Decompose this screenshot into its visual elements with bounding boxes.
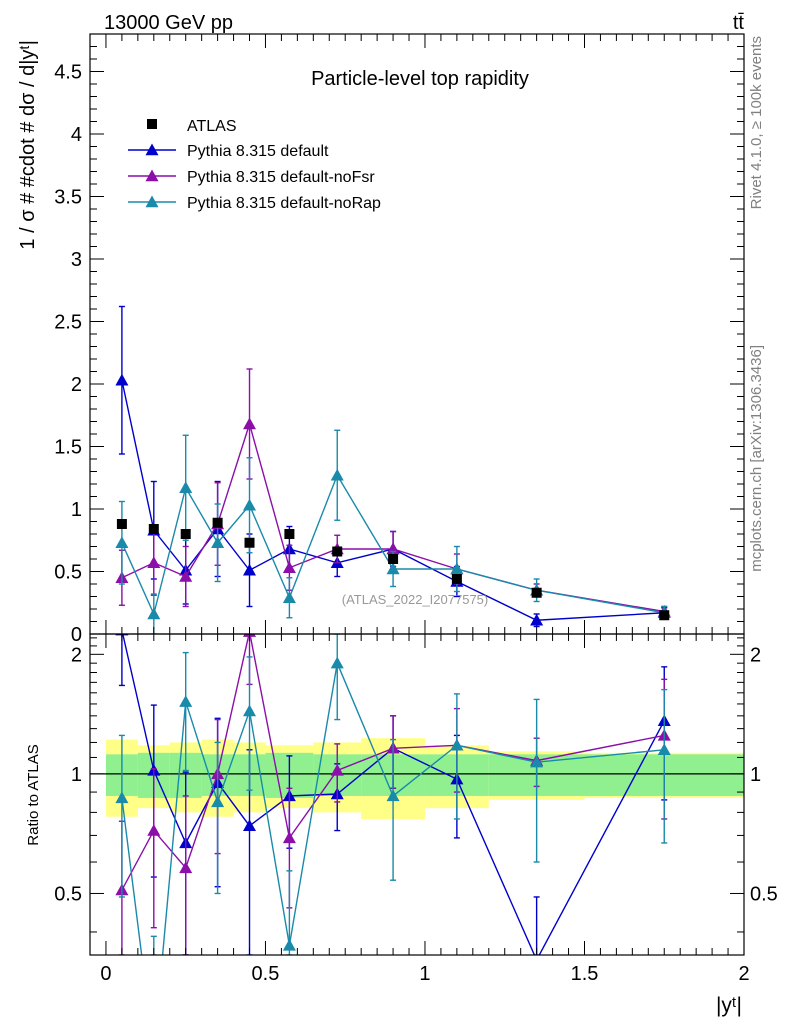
series-point-1-7 <box>386 542 400 555</box>
legend-marker-data <box>147 119 157 129</box>
ratio-point-2-4 <box>243 704 257 717</box>
ratio-point-2-3 <box>211 795 225 808</box>
xtick-label-3: 1.5 <box>571 963 599 985</box>
legend-marker-2 <box>145 195 159 208</box>
rivet-label: Rivet 4.1.0, ≥ 100k events <box>748 36 765 209</box>
ratio-ytick-label-left-2: 2 <box>71 644 82 666</box>
main-ytick-label-0: 0 <box>71 624 82 646</box>
xtick-label-0: 0 <box>100 963 111 985</box>
axis-ticks <box>90 33 745 955</box>
series-ratio-2 <box>115 634 671 955</box>
ratio-point-2-6 <box>330 656 344 669</box>
legend: ATLAS Pythia 8.315 default Pythia 8.315 de… <box>128 118 381 212</box>
series-point-2-6 <box>330 468 344 481</box>
main-ytick-label-4: 2 <box>71 374 82 396</box>
data-point-0 <box>116 519 127 529</box>
series-point-2-3 <box>211 536 225 548</box>
series-point-1-2 <box>179 570 193 582</box>
series-point-2-1 <box>147 607 161 620</box>
series-point-2-0 <box>115 536 129 548</box>
mcplots-label: mcplots.cern.ch [arXiv:1306.3436] <box>748 345 765 572</box>
series-point-2-7 <box>386 562 400 575</box>
data-point-3 <box>212 517 223 528</box>
data-point-7 <box>388 554 399 564</box>
series-point-2-4 <box>243 498 257 511</box>
xtick-label-2: 1 <box>419 963 430 985</box>
main-ytick-label-2: 1 <box>71 499 82 521</box>
data-point-2 <box>180 529 191 539</box>
ratio-point-2-8 <box>450 738 464 751</box>
legend-label-2: Pythia 8.315 default-noRap <box>187 195 381 212</box>
legend-label-0: Pythia 8.315 default <box>187 143 329 160</box>
ratio-ytick-label-left-1: 1 <box>71 764 82 786</box>
ratio-point-2-5 <box>282 938 296 951</box>
data-point-4 <box>244 537 255 548</box>
ratio-point-2-0 <box>115 791 129 804</box>
main-ytick-label-5: 2.5 <box>54 312 82 334</box>
data-point-6 <box>332 546 343 557</box>
data-point-9 <box>531 587 542 598</box>
data-point-8 <box>451 574 462 584</box>
ratio-ytick-label-right-1: 1 <box>750 764 761 786</box>
ratio-ytick-label-left-0: 0.5 <box>54 883 82 905</box>
series-point-2-5 <box>282 591 296 603</box>
legend-label-1: Pythia 8.315 default-noFsr <box>187 169 375 186</box>
main-ytick-label-6: 3 <box>71 249 82 271</box>
ratio-point-1-5 <box>282 831 296 844</box>
watermark: (ATLAS_2022_I2077575) <box>342 592 488 607</box>
xtick-label-4: 2 <box>738 963 749 985</box>
ratio-ytick-label-right-2: 2 <box>750 644 761 666</box>
ratio-point-2-9 <box>530 755 544 768</box>
ratio-point-2-10 <box>657 743 671 755</box>
ratio-frame <box>89 633 745 956</box>
ratio-point-0-4 <box>243 819 257 832</box>
axis-labels: 00.511.522.533.544.50.5 0.51 12 20 0.5 1 1.5 2 <box>54 62 778 986</box>
series-point-1-4 <box>243 417 257 430</box>
legend-marker-0 <box>145 143 159 156</box>
data-point-5 <box>284 529 295 539</box>
legend-label-data: ATLAS <box>187 118 237 135</box>
xtick-label-1: 0.5 <box>252 963 280 985</box>
ratio-point-1-6 <box>330 763 344 776</box>
data-point-10 <box>659 610 670 621</box>
process-label: tt̄ <box>733 12 745 34</box>
legend-marker-1 <box>145 169 159 182</box>
ratio-ylabel: Ratio to ATLAS <box>25 744 42 845</box>
main-ylabel: 1 / σ # #cdot # dσ / d|yᵗ| <box>17 40 39 250</box>
series-point-0-4 <box>243 563 257 576</box>
main-ytick-label-7: 3.5 <box>54 187 82 209</box>
series-point-0-0 <box>115 373 129 386</box>
ratio-point-2-2 <box>179 695 193 707</box>
chart-title: Particle-level top rapidity <box>311 68 529 90</box>
series-point-2-2 <box>179 481 193 493</box>
energy-label: 13000 GeV pp <box>104 12 233 34</box>
main-ytick-label-9: 4.5 <box>54 62 82 84</box>
ratio-ytick-label-right-0: 0.5 <box>750 883 778 905</box>
data-point-1 <box>148 524 159 534</box>
xlabel: |yᵗ| <box>716 994 742 1017</box>
ratio-point-1-2 <box>179 861 193 874</box>
series-point-1-5 <box>282 561 296 573</box>
series-point-2-8 <box>450 562 464 575</box>
ratio-point-2-7 <box>386 789 400 802</box>
series-point-0-9 <box>530 613 544 626</box>
main-ytick-label-1: 0.5 <box>54 562 82 584</box>
mc-series <box>115 305 671 955</box>
main-ytick-label-3: 1.5 <box>54 437 82 459</box>
atlas-data <box>116 517 670 621</box>
series-point-1-1 <box>147 556 161 568</box>
ratio-point-1-1 <box>147 824 161 836</box>
main-ytick-label-8: 4 <box>71 124 82 146</box>
